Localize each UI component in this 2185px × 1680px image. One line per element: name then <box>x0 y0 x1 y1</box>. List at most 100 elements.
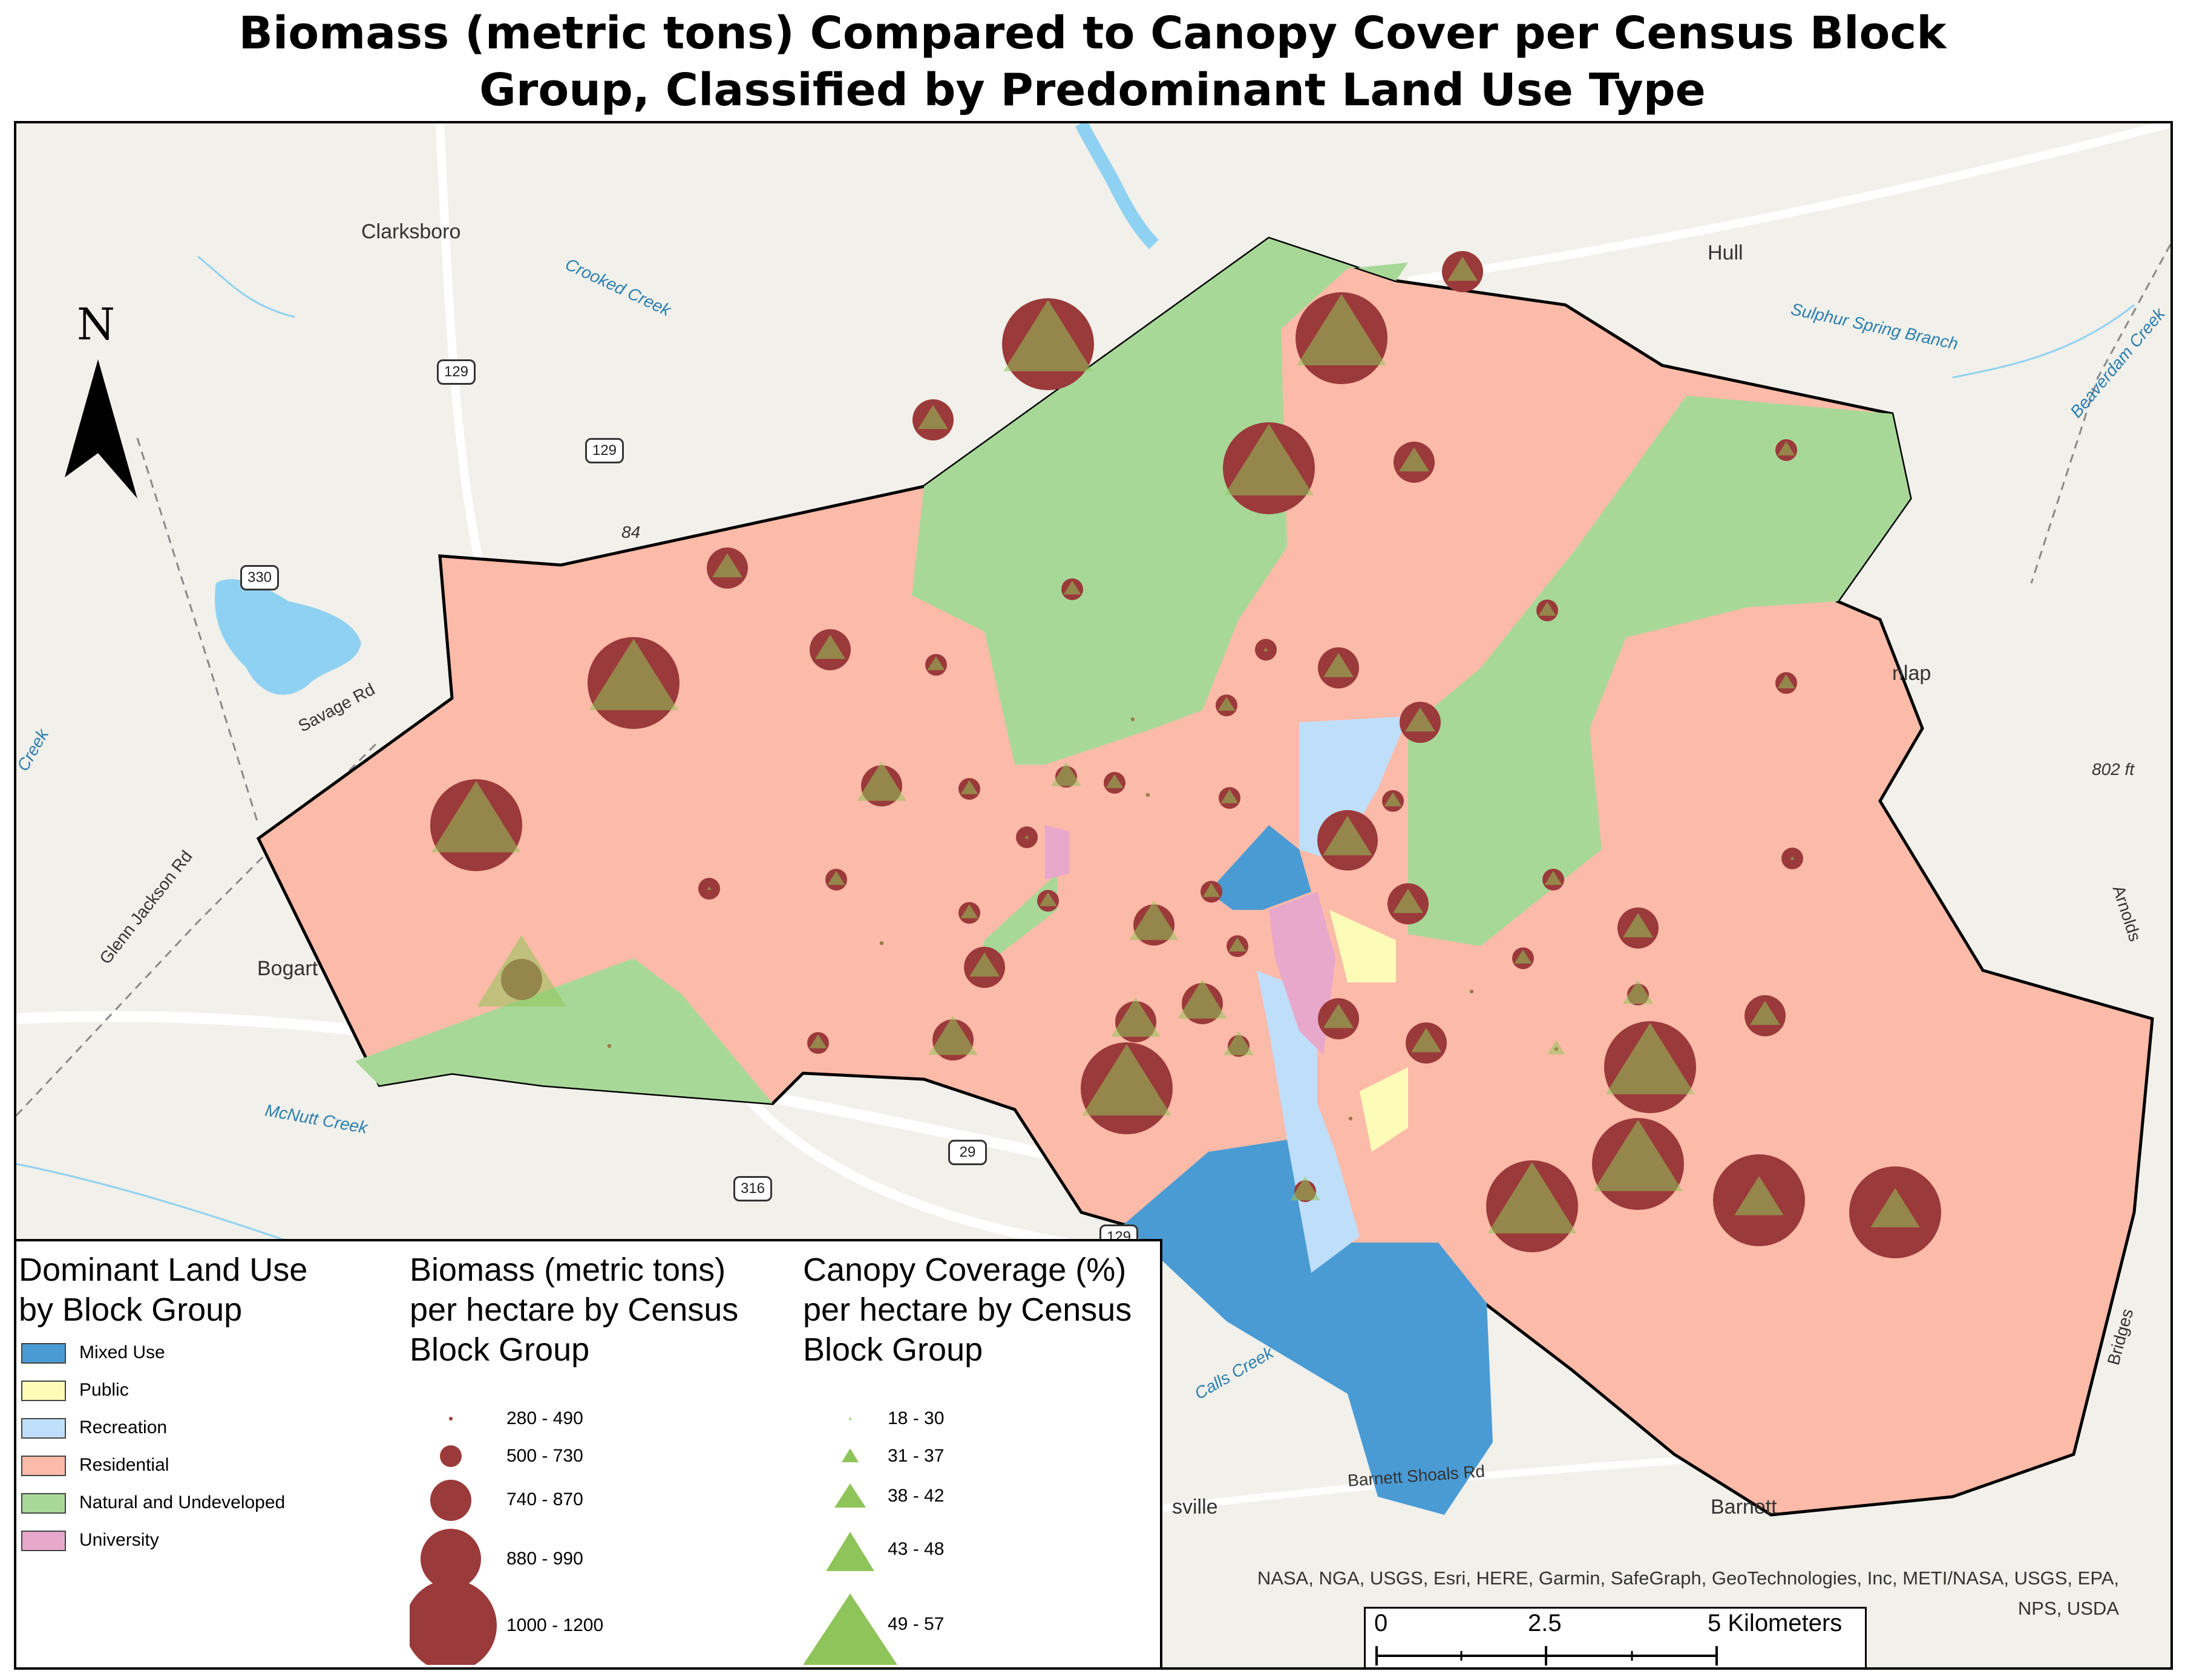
canopy-triangle <box>1051 762 1081 786</box>
map-title: Biomass (metric tons) Compared to Canopy… <box>0 5 2185 119</box>
scale-label-zero: 0 <box>1374 1610 1388 1636</box>
canopy-class-label: 43 - 48 <box>888 1539 945 1559</box>
attribution-line2: NPS, USDA <box>2017 1598 2119 1619</box>
natural-area-east <box>1408 396 1910 946</box>
canopy-triangle <box>1202 883 1220 897</box>
stream <box>1952 304 2135 379</box>
county-boundary <box>136 437 260 826</box>
swatch <box>21 1418 66 1439</box>
canopy-triangle <box>431 780 521 852</box>
canopy-triangle <box>1323 1004 1354 1028</box>
canopy-triangle <box>809 1034 827 1048</box>
canopy-symbol-4 <box>826 1532 874 1571</box>
canopy-triangle <box>1393 889 1423 914</box>
biomass-class-label: 1000 - 1200 <box>506 1615 604 1635</box>
canopy-triangle <box>1348 1116 1353 1120</box>
place-label: Hull <box>1708 241 1743 264</box>
natural-area-north <box>912 238 1408 765</box>
canopy-triangle <box>712 553 742 578</box>
highway-shield: 330 <box>240 565 279 590</box>
biomass-class-label: 280 - 490 <box>506 1408 583 1428</box>
highway-shield: 29 <box>948 1140 987 1165</box>
canopy-class-label: 31 - 37 <box>888 1446 945 1466</box>
mixed-use-south <box>1124 1140 1493 1515</box>
canopy-legend-title: Canopy Coverage (%) per hectare by Censu… <box>803 1250 1132 1370</box>
canopy-triangle <box>1790 856 1795 860</box>
natural-area-west <box>355 958 773 1103</box>
canopy-symbol-2 <box>842 1448 859 1462</box>
canopy-symbol-3 <box>834 1483 866 1508</box>
biomass-symbol-5 <box>410 1580 497 1665</box>
scale-bar: 0 2.5 5 Kilometers <box>1364 1607 1867 1667</box>
canopy-triangle <box>1323 815 1372 855</box>
canopy-triangle <box>477 935 566 1007</box>
canopy-triangle <box>1538 601 1556 616</box>
scale-ticks <box>1375 1646 1718 1665</box>
canopy-triangle <box>928 1015 978 1055</box>
lake-water <box>215 579 361 695</box>
symbol-layer <box>430 251 1941 1258</box>
canopy-triangle <box>1224 423 1314 495</box>
canopy-triangle <box>1411 1028 1441 1053</box>
canopy-triangle <box>1623 979 1653 1004</box>
legend: Dominant Land Use by Block Group Mixed U… <box>14 1239 1162 1670</box>
canopy-triangle <box>927 656 945 670</box>
canopy-triangle <box>589 638 678 710</box>
swatch <box>21 1531 66 1551</box>
elevation-label: 84 <box>621 523 641 541</box>
canopy-triangle <box>1777 441 1795 456</box>
attribution-line1: NASA, NGA, USGS, Esri, HERE, Garmin, Saf… <box>1257 1567 2119 1589</box>
canopy-triangle <box>1178 979 1227 1019</box>
biomass-title-line3: Block Group <box>410 1332 590 1368</box>
canopy-triangle <box>1106 774 1124 788</box>
canopy-class-label: 49 - 57 <box>888 1614 945 1634</box>
canopy-triangle <box>1734 1175 1784 1215</box>
canopy-symbol-5 <box>803 1593 897 1665</box>
canopy-triangle <box>879 941 884 945</box>
canopy-triangle <box>1384 792 1402 806</box>
land-use-title-line2: by Block Group <box>19 1292 243 1328</box>
canopy-triangle <box>960 904 978 918</box>
place-label: Bogart <box>257 957 318 980</box>
canopy-triangle <box>815 635 845 659</box>
canopy-triangle <box>1469 989 1474 993</box>
swatch <box>21 1493 66 1514</box>
canopy-triangle <box>960 780 978 794</box>
canopy-title-line2: per hectare by Census <box>803 1292 1132 1328</box>
canopy-triangle <box>1111 997 1161 1037</box>
biomass-title-line1: Biomass (metric tons) <box>410 1252 726 1288</box>
swatch <box>21 1456 66 1476</box>
canopy-triangle <box>1547 1040 1565 1054</box>
biomass-legend-title: Biomass (metric tons) per hectare by Cen… <box>410 1250 738 1370</box>
canopy-triangle <box>1399 447 1429 472</box>
canopy-class-label: 18 - 30 <box>888 1408 945 1428</box>
highway-shield: 129 <box>437 359 476 385</box>
canopy-triangle <box>1224 1031 1254 1056</box>
map-title-line2: Group, Classified by Predominant Land Us… <box>479 64 1706 116</box>
canopy-class-label: 38 - 42 <box>888 1486 945 1506</box>
canopy-triangle <box>1129 900 1179 940</box>
highway-shield: 316 <box>733 1176 772 1201</box>
biomass-symbol-3 <box>430 1480 471 1521</box>
canopy-triangle <box>857 761 906 801</box>
canopy-triangle <box>1544 871 1562 885</box>
public-area <box>1329 910 1408 1152</box>
canopy-triangle <box>1447 257 1478 281</box>
map-title-line1: Biomass (metric tons) Compared to Canopy… <box>238 7 1947 59</box>
canopy-triangle <box>1593 1119 1683 1191</box>
canopy-triangle <box>918 405 948 430</box>
county-boundary <box>2030 244 2170 584</box>
biomass-symbol-2 <box>440 1445 462 1467</box>
biomass-symbol-4 <box>421 1529 481 1589</box>
road <box>1407 123 2170 285</box>
biomass-symbols <box>410 1417 497 1665</box>
canopy-triangle <box>1024 835 1029 839</box>
canopy-triangle <box>707 886 712 891</box>
road <box>738 1088 1107 1253</box>
natural-area-center <box>978 874 1057 970</box>
attribution: NASA, NGA, USGS, Esri, HERE, Garmin, Saf… <box>1175 1563 2119 1624</box>
canopy-triangle <box>1039 892 1057 906</box>
canopy-triangle <box>1870 1188 1920 1227</box>
biomass-class-label: 880 - 990 <box>506 1549 583 1569</box>
scale-label-mid: 2.5 <box>1528 1610 1562 1636</box>
